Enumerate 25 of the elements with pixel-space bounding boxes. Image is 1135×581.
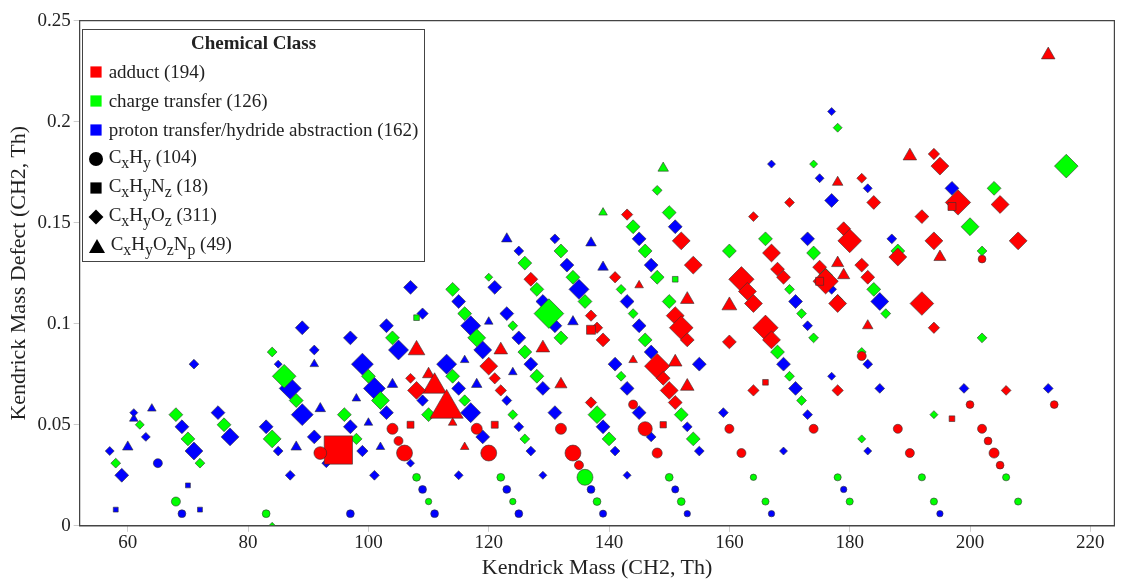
y-axis-title: Kendrick Mass Defect (CH2, Th): [4, 125, 30, 421]
legend-label: C$_{x}$H$_{y}$N$_{z}$ (18): [108, 175, 209, 201]
y-tick-label: 0: [61, 513, 71, 535]
legend-label: C$_{x}$H$_{y}$ (104): [108, 146, 197, 172]
x-tick-label: 80: [238, 531, 258, 553]
y-tick-label: 0.1: [46, 311, 71, 333]
x-tick-label: 60: [118, 531, 138, 553]
text: C$_{x}$H$_{y}$O$_{z}$N$_{p}$ (49): [110, 233, 232, 258]
x-tick-label: 140: [594, 531, 624, 553]
x-axis-title: Kendrick Mass (CH2, Th): [481, 553, 713, 579]
legend-label: proton transfer/hydride abstraction (162): [108, 119, 419, 142]
x-tick-label: 200: [955, 531, 985, 553]
x-tick-label: 120: [474, 531, 503, 553]
x-tick-label: 220: [1076, 531, 1105, 553]
y-tick-label: 0.15: [37, 210, 71, 232]
x-tick-label: 180: [835, 531, 864, 553]
y-tick-label: 0.2: [46, 109, 71, 131]
y-tick-label: 0.25: [37, 8, 71, 30]
y-tick-label: 0.05: [37, 412, 71, 434]
x-tick-label: 100: [354, 531, 383, 553]
x-tick-label: 160: [715, 531, 744, 553]
legend-label: adduct (194): [108, 61, 206, 84]
legend-title: Chemical Class: [189, 30, 318, 55]
legend-label: C$_{x}$H$_{y}$O$_{z}$ (311): [108, 204, 217, 230]
legend-label: charge transfer (126): [108, 90, 268, 113]
